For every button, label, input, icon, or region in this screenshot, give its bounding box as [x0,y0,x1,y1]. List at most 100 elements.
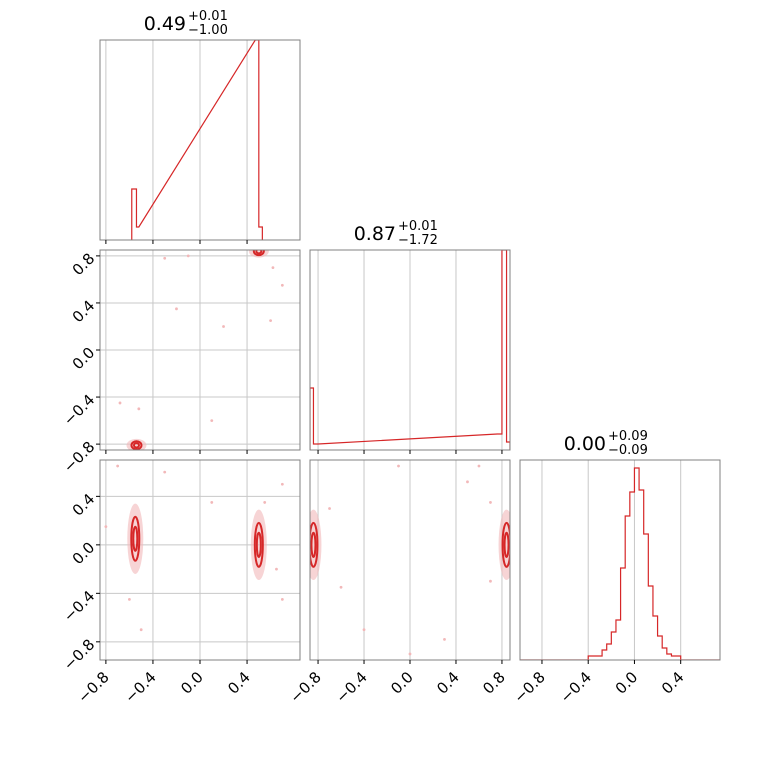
panel-title-value: 0.87 [354,223,396,245]
histogram-bin [671,656,680,660]
panel-title-minus: −1.00 [188,23,228,38]
histogram-bin [644,534,649,660]
histogram-step [310,250,510,450]
scatter-point [128,597,131,601]
scatter-point [222,325,225,328]
density-contour [252,250,265,257]
panel-title-minus: −1.72 [398,233,438,248]
histogram-bin [313,444,318,450]
histogram-bin [634,468,639,660]
y-tick-label: −0.4 [60,391,98,429]
x-tick-label: 0.0 [612,668,642,698]
scatter-point [186,254,190,258]
density-contour [503,531,510,558]
density-halo [250,509,267,581]
y-tick-label: −0.8 [60,438,98,476]
histogram-bin [607,644,612,660]
scatter-point [271,266,275,270]
x-tick-label: 0.4 [433,668,463,698]
density-contour [132,525,139,552]
histogram-bin [625,516,630,660]
scatter-point [137,407,141,411]
panel-scatter-p2-p3: −0.8 −0.4 0.0 0.4 0.8 [286,459,511,707]
scatter-point [489,579,492,583]
panel-title-plus: +0.01 [398,219,438,234]
scatter-point [280,283,284,287]
density-contour [255,531,262,558]
x-tick-label: 0.0 [387,668,417,698]
scatter-point [263,501,267,504]
x-tick-label: −0.4 [557,668,595,706]
density-halo [498,509,510,581]
scatter-point [443,637,446,641]
density-halo [127,503,144,574]
histogram-bin [658,636,663,660]
scatter-point [477,464,481,468]
panel-hist-param-3: 0.00 +0.09−0.09 −0.8 −0.4 0.0 0.4 [510,429,721,707]
density-contour [132,442,140,449]
y-tick-label: 0.0 [69,344,99,374]
histogram-bin [639,490,644,660]
histogram-bin [132,189,137,240]
y-tick-label: 0.4 [69,490,99,520]
x-tick-label: 0.8 [479,668,509,698]
histogram-bin [136,227,138,240]
panel-scatter-p1-p3: −0.8 −0.4 0.0 0.4−0.8−0.40.00.4 [60,459,301,707]
plot-area [310,464,510,656]
scatter-point [466,480,469,484]
plot-area [310,250,510,450]
histogram-bin [588,656,597,660]
density-contour [310,531,317,558]
panel-title-plus: +0.09 [608,429,648,444]
panel-title-minus: −0.09 [608,443,648,458]
histogram-bin [259,227,263,240]
histogram-bin [310,388,313,450]
histogram-bin [502,250,507,450]
plot-area [131,40,263,240]
panel-title-value: 0.49 [144,13,186,35]
histogram-bin [507,442,510,450]
histogram-bin [662,648,667,660]
density-contour [310,521,319,568]
x-tick-label: −0.4 [332,668,370,706]
panel-title-plus: +0.01 [188,9,228,24]
histogram-bin [653,616,658,660]
scatter-point [116,464,120,468]
y-tick-label: 0.0 [69,538,99,568]
x-tick-label: −0.8 [510,668,548,706]
x-tick-label: −0.8 [74,668,112,706]
density-contour [501,521,510,568]
density-halo [310,509,322,581]
histogram-step [131,40,263,240]
plot-area [118,250,284,450]
histogram-bin [630,492,635,660]
histogram-bin [621,568,626,660]
scatter-point [362,628,366,632]
x-tick-label: 0.4 [658,668,688,698]
histogram-step [520,467,720,660]
scatter-point [280,597,284,601]
x-tick-label: −0.8 [286,668,324,706]
y-tick-label: 0.8 [69,250,99,280]
scatter-point [397,464,400,468]
panel-frame [519,459,721,661]
panel-hist-param-1: 0.49 +0.01−1.00 [99,9,301,244]
scatter-point [104,525,108,529]
scatter-point [280,482,284,486]
density-contour [253,521,264,568]
scatter-point [408,652,412,656]
y-tick-label: 0.4 [69,297,99,327]
scatter-point [139,628,143,632]
histogram-bin [616,620,621,660]
y-tick-label: −0.4 [60,587,98,625]
x-tick-label: 0.0 [177,668,207,698]
panel-title-value: 0.00 [564,433,606,455]
histogram-bin [597,656,602,660]
histogram-bin [648,586,653,660]
panel-scatter-p1-p2: −0.8 −0.4 0.0 0.4 0.8 [60,249,301,476]
plot-area [520,467,720,660]
x-tick-label: −0.4 [121,668,159,706]
scatter-point [118,401,122,405]
scatter-point [210,419,214,422]
